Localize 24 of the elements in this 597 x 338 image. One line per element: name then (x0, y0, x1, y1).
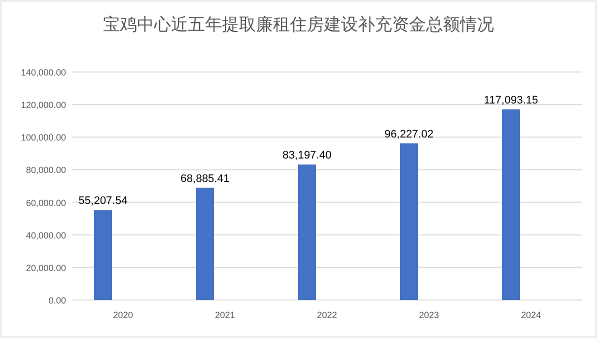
chart-title: 宝鸡中心近五年提取廉租住房建设补充资金总额情况 (103, 15, 494, 34)
y-tick-label: 20,000.00 (26, 262, 66, 273)
data-label: 117,093.15 (484, 94, 538, 106)
bar (298, 164, 316, 300)
data-label: 96,227.02 (384, 128, 434, 140)
data-label: 83,197.40 (282, 150, 332, 162)
x-tick-label: 2022 (316, 310, 338, 320)
y-tick-label: 120,000.00 (20, 100, 66, 110)
y-tick-label: 100,000.00 (20, 132, 66, 143)
bar (502, 109, 520, 300)
bar (400, 143, 418, 300)
y-tick-label: 40,000.00 (26, 230, 66, 240)
x-tick-label: 2024 (520, 310, 542, 320)
y-tick-label: 140,000.00 (20, 68, 66, 78)
y-tick-label: 60,000.00 (26, 198, 66, 208)
bar (94, 210, 112, 300)
y-tick-label: 0.00 (48, 296, 66, 306)
bar (196, 188, 214, 300)
data-label: 68,885.41 (180, 172, 230, 185)
x-tick-label: 2020 (112, 310, 134, 320)
data-label: 55,207.54 (78, 195, 128, 208)
x-tick-label: 2021 (214, 310, 236, 320)
x-tick-label: 2023 (418, 310, 440, 320)
y-tick-label: 80,000.00 (26, 165, 66, 176)
